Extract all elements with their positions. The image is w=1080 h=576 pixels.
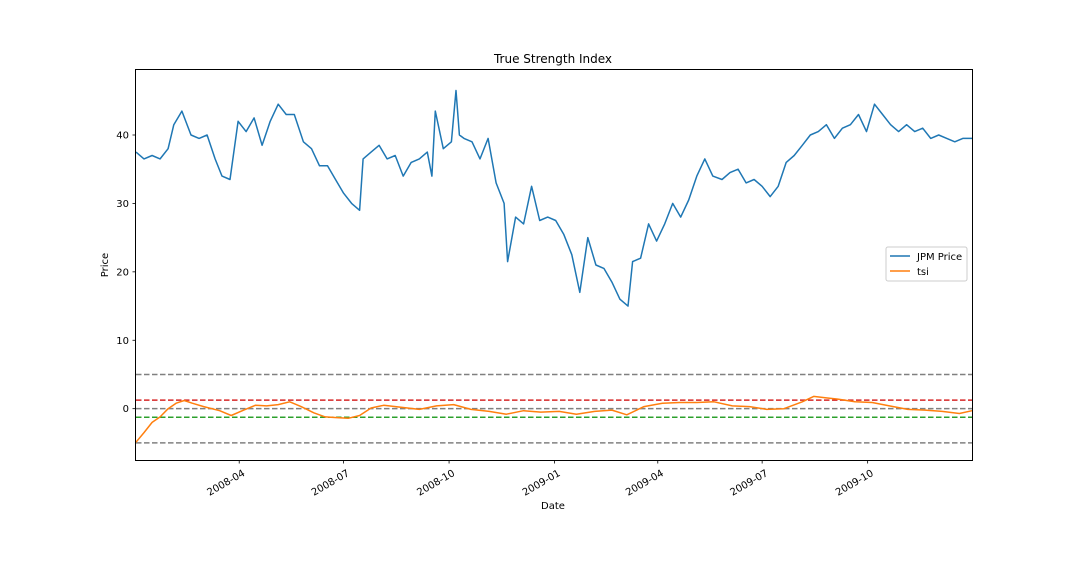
legend-label-jpm-price: JPM Price xyxy=(916,252,962,263)
y-axis-label: Price xyxy=(100,253,111,277)
legend-label-tsi: tsi xyxy=(917,267,929,278)
legend: JPM Price tsi xyxy=(885,246,968,282)
y-axis: 0 10 20 30 40 xyxy=(116,131,136,415)
plot-frame xyxy=(135,69,973,461)
chart-title: True Strength Index xyxy=(493,52,612,66)
y-tick-label-0: 0 xyxy=(123,404,129,415)
y-tick-label-3: 30 xyxy=(116,199,129,210)
y-tick-label-1: 10 xyxy=(116,336,129,347)
series-layer xyxy=(135,89,973,443)
y-tick-label-4: 40 xyxy=(116,131,129,142)
reference-lines xyxy=(136,373,972,444)
y-tick-label-2: 20 xyxy=(116,267,129,278)
x-axis-label: Date xyxy=(541,501,565,512)
